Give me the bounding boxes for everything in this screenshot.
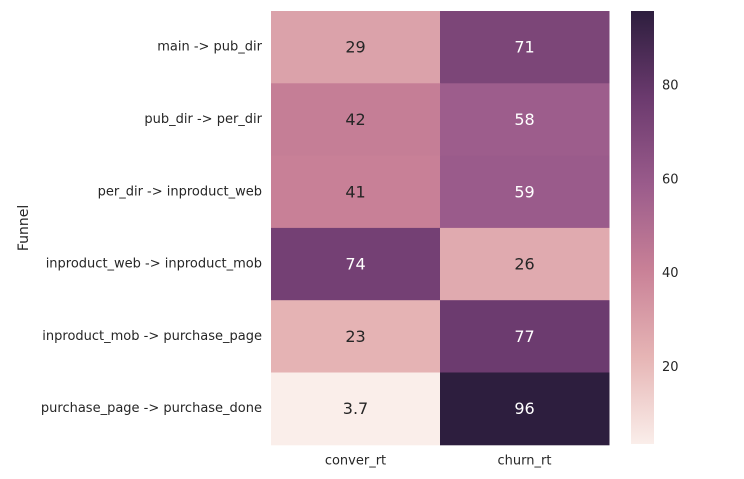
heatmap-cell bbox=[440, 83, 610, 157]
cell-annotation: 26 bbox=[514, 255, 534, 274]
cell-annotation: 96 bbox=[514, 399, 534, 418]
heatmap-cell bbox=[440, 155, 610, 229]
heatmap-cell bbox=[440, 300, 610, 373]
colorbar-gradient bbox=[631, 11, 654, 444]
row-labels: main -> pub_dir pub_dir -> per_dir per_dir… bbox=[41, 40, 263, 416]
heatmap-cell bbox=[271, 372, 441, 446]
heatmap-cell bbox=[271, 300, 441, 373]
heatmap-cell bbox=[440, 372, 610, 446]
row-label: purchase_page -> purchase_done bbox=[41, 401, 262, 416]
row-label: main -> pub_dir bbox=[157, 40, 262, 55]
column-label: churn_rt bbox=[498, 453, 552, 468]
row-label: per_dir -> inproduct_web bbox=[98, 184, 262, 199]
heatmap-cell bbox=[440, 227, 610, 301]
cell-annotation: 42 bbox=[345, 110, 365, 129]
cell-annotation: 29 bbox=[345, 38, 365, 57]
cell-annotation: 58 bbox=[514, 110, 534, 129]
cell-annotation: 71 bbox=[514, 38, 534, 57]
row-label: pub_dir -> per_dir bbox=[144, 112, 262, 127]
colorbar-tick-label: 20 bbox=[662, 360, 679, 375]
column-labels: conver_rt churn_rt bbox=[325, 453, 552, 468]
heatmap-cell bbox=[440, 11, 610, 84]
cell-annotation: 77 bbox=[514, 327, 534, 346]
heatmap-cell bbox=[271, 83, 441, 157]
colorbar-tick-label: 40 bbox=[662, 266, 679, 281]
heatmap-cells: 29 71 42 58 41 59 74 26 23 77 3.7 96 bbox=[271, 11, 610, 446]
heatmap-cell bbox=[271, 227, 441, 301]
row-label: inproduct_mob -> purchase_page bbox=[42, 329, 262, 344]
cell-annotation: 59 bbox=[514, 182, 534, 201]
colorbar: 20 40 60 80 bbox=[631, 11, 679, 444]
cell-annotation: 3.7 bbox=[343, 399, 368, 418]
colorbar-tick-label: 60 bbox=[662, 172, 679, 187]
row-label: inproduct_web -> inproduct_mob bbox=[46, 257, 262, 272]
heatmap-cell bbox=[271, 11, 441, 84]
column-label: conver_rt bbox=[325, 453, 386, 468]
cell-annotation: 41 bbox=[345, 182, 365, 201]
cell-annotation: 23 bbox=[345, 327, 365, 346]
heatmap-cell bbox=[271, 155, 441, 229]
cell-annotation: 74 bbox=[345, 255, 365, 274]
y-axis-label: Funnel bbox=[16, 205, 32, 251]
colorbar-tick-label: 80 bbox=[662, 79, 679, 94]
